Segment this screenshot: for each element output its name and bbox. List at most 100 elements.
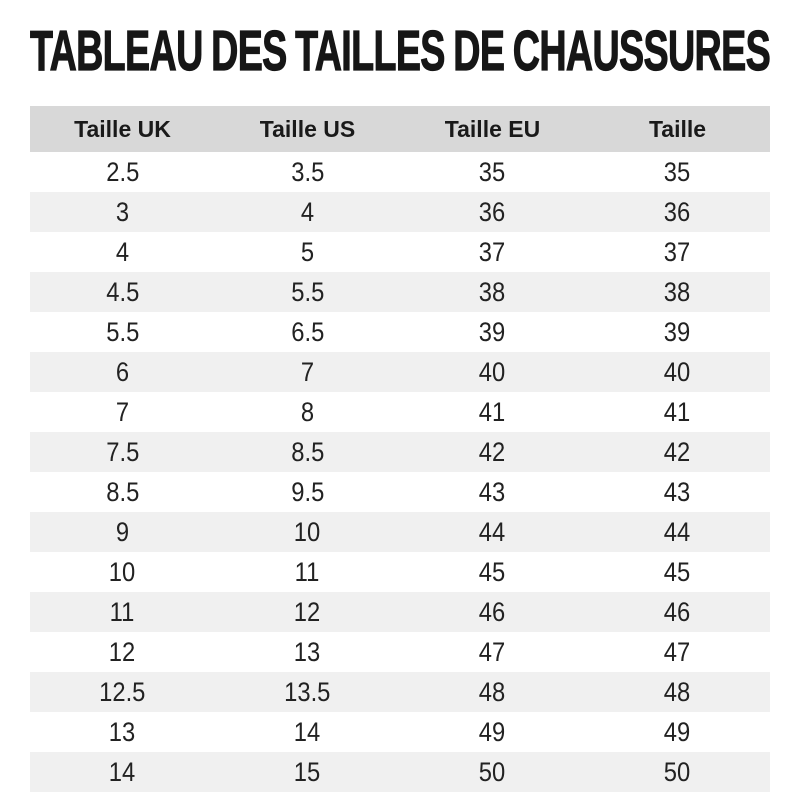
column-header-label: Taille UK [74,115,171,142]
table-cell-value: 44 [479,516,506,547]
table-cell: 36 [585,192,770,232]
table-cell-value: 8.5 [290,436,325,467]
table-row: 11 12 46 46 [30,592,770,632]
table-cell-value: 10 [294,516,321,547]
table-cell: 8 [215,392,400,432]
table-cell-value: 4 [300,196,315,227]
table-cell-value: 49 [664,716,691,747]
table-cell: 10 [30,552,215,592]
table-cell: 10 [215,512,400,552]
table-cell: 50 [585,752,770,792]
table-row: 5.5 6.5 39 39 [30,312,770,352]
table-cell-value: 12 [109,636,136,667]
table-cell-value: 48 [479,676,506,707]
table-cell-value: 7 [115,396,130,427]
table-cell: 44 [585,512,770,552]
table-cell: 4 [215,192,400,232]
table-cell: 5 [215,232,400,272]
table-cell: 39 [585,312,770,352]
table-cell: 8.5 [30,472,215,512]
table-cell: 48 [585,672,770,712]
table-cell-value: 10 [109,556,136,587]
table-cell-value: 42 [479,436,506,467]
table-cell: 37 [400,232,585,272]
table-row: 9 10 44 44 [30,512,770,552]
table-row: 7 8 41 41 [30,392,770,432]
table-cell: 3.5 [215,152,400,192]
table-cell-value: 48 [664,676,691,707]
table-cell-value: 43 [479,476,506,507]
table-cell-value: 12.5 [99,676,146,707]
table-cell-value: 13 [109,716,136,747]
table-cell: 6 [30,352,215,392]
table-cell-value: 38 [664,276,691,307]
table-cell-value: 50 [479,756,506,787]
table-cell-value: 46 [479,596,506,627]
table-cell-value: 42 [664,436,691,467]
table-row: 10 11 45 45 [30,552,770,592]
table-cell: 40 [585,352,770,392]
table-row: 6 7 40 40 [30,352,770,392]
table-cell: 47 [585,632,770,672]
table-cell: 38 [400,272,585,312]
table-cell: 15 [215,752,400,792]
table-cell: 11 [215,552,400,592]
table-cell-value: 39 [479,316,506,347]
table-cell-value: 49 [479,716,506,747]
table-cell-value: 36 [479,196,506,227]
table-cell: 12 [30,632,215,672]
column-header-label: Taille EU [444,115,541,142]
table-cell-value: 5.5 [105,316,140,347]
table-cell-value: 45 [479,556,506,587]
table-row: 2.5 3.5 35 35 [30,152,770,192]
table-cell-value: 15 [294,756,321,787]
table-cell: 13 [215,632,400,672]
table-cell: 2.5 [30,152,215,192]
table-cell: 4 [30,232,215,272]
table-cell-value: 7 [300,356,315,387]
table-cell-value: 13.5 [284,676,331,707]
table-cell-value: 45 [664,556,691,587]
table-cell: 12.5 [30,672,215,712]
table-cell-value: 8 [300,396,315,427]
table-cell: 46 [400,592,585,632]
table-cell-value: 41 [664,396,691,427]
table-cell-value: 11 [110,596,135,627]
table-cell-value: 5.5 [290,276,325,307]
table-header-row: Taille UK Taille US Taille EU Taille [30,106,770,152]
page-title: TABLEAU DES TAILLES DE CHAUSSURES [30,19,772,82]
table-cell-value: 3 [115,196,130,227]
table-cell: 41 [585,392,770,432]
table-row: 14 15 50 50 [30,752,770,792]
table-cell: 42 [400,432,585,472]
column-header: Taille US [215,106,400,152]
table-cell: 43 [400,472,585,512]
table-cell: 5.5 [215,272,400,312]
table-cell-value: 12 [294,596,321,627]
table-cell-value: 37 [664,236,691,267]
table-cell: 39 [400,312,585,352]
table-cell-value: 14 [294,716,321,747]
table-cell: 45 [400,552,585,592]
table-cell: 45 [585,552,770,592]
table-cell: 40 [400,352,585,392]
table-cell: 14 [30,752,215,792]
column-header: Taille UK [30,106,215,152]
table-cell: 13.5 [215,672,400,712]
table-cell-value: 2.5 [105,156,140,187]
table-cell: 11 [30,592,215,632]
table-row: 4 5 37 37 [30,232,770,272]
table-cell-value: 44 [664,516,691,547]
table-cell-value: 9.5 [290,476,325,507]
table-cell-value: 40 [664,356,691,387]
table-cell: 35 [585,152,770,192]
table-row: 13 14 49 49 [30,712,770,752]
table-cell-value: 36 [664,196,691,227]
table-cell: 7 [30,392,215,432]
table-cell-value: 8.5 [105,476,140,507]
table-cell: 41 [400,392,585,432]
table-cell-value: 37 [479,236,506,267]
table-cell-value: 6.5 [290,316,325,347]
table-row: 12.5 13.5 48 48 [30,672,770,712]
